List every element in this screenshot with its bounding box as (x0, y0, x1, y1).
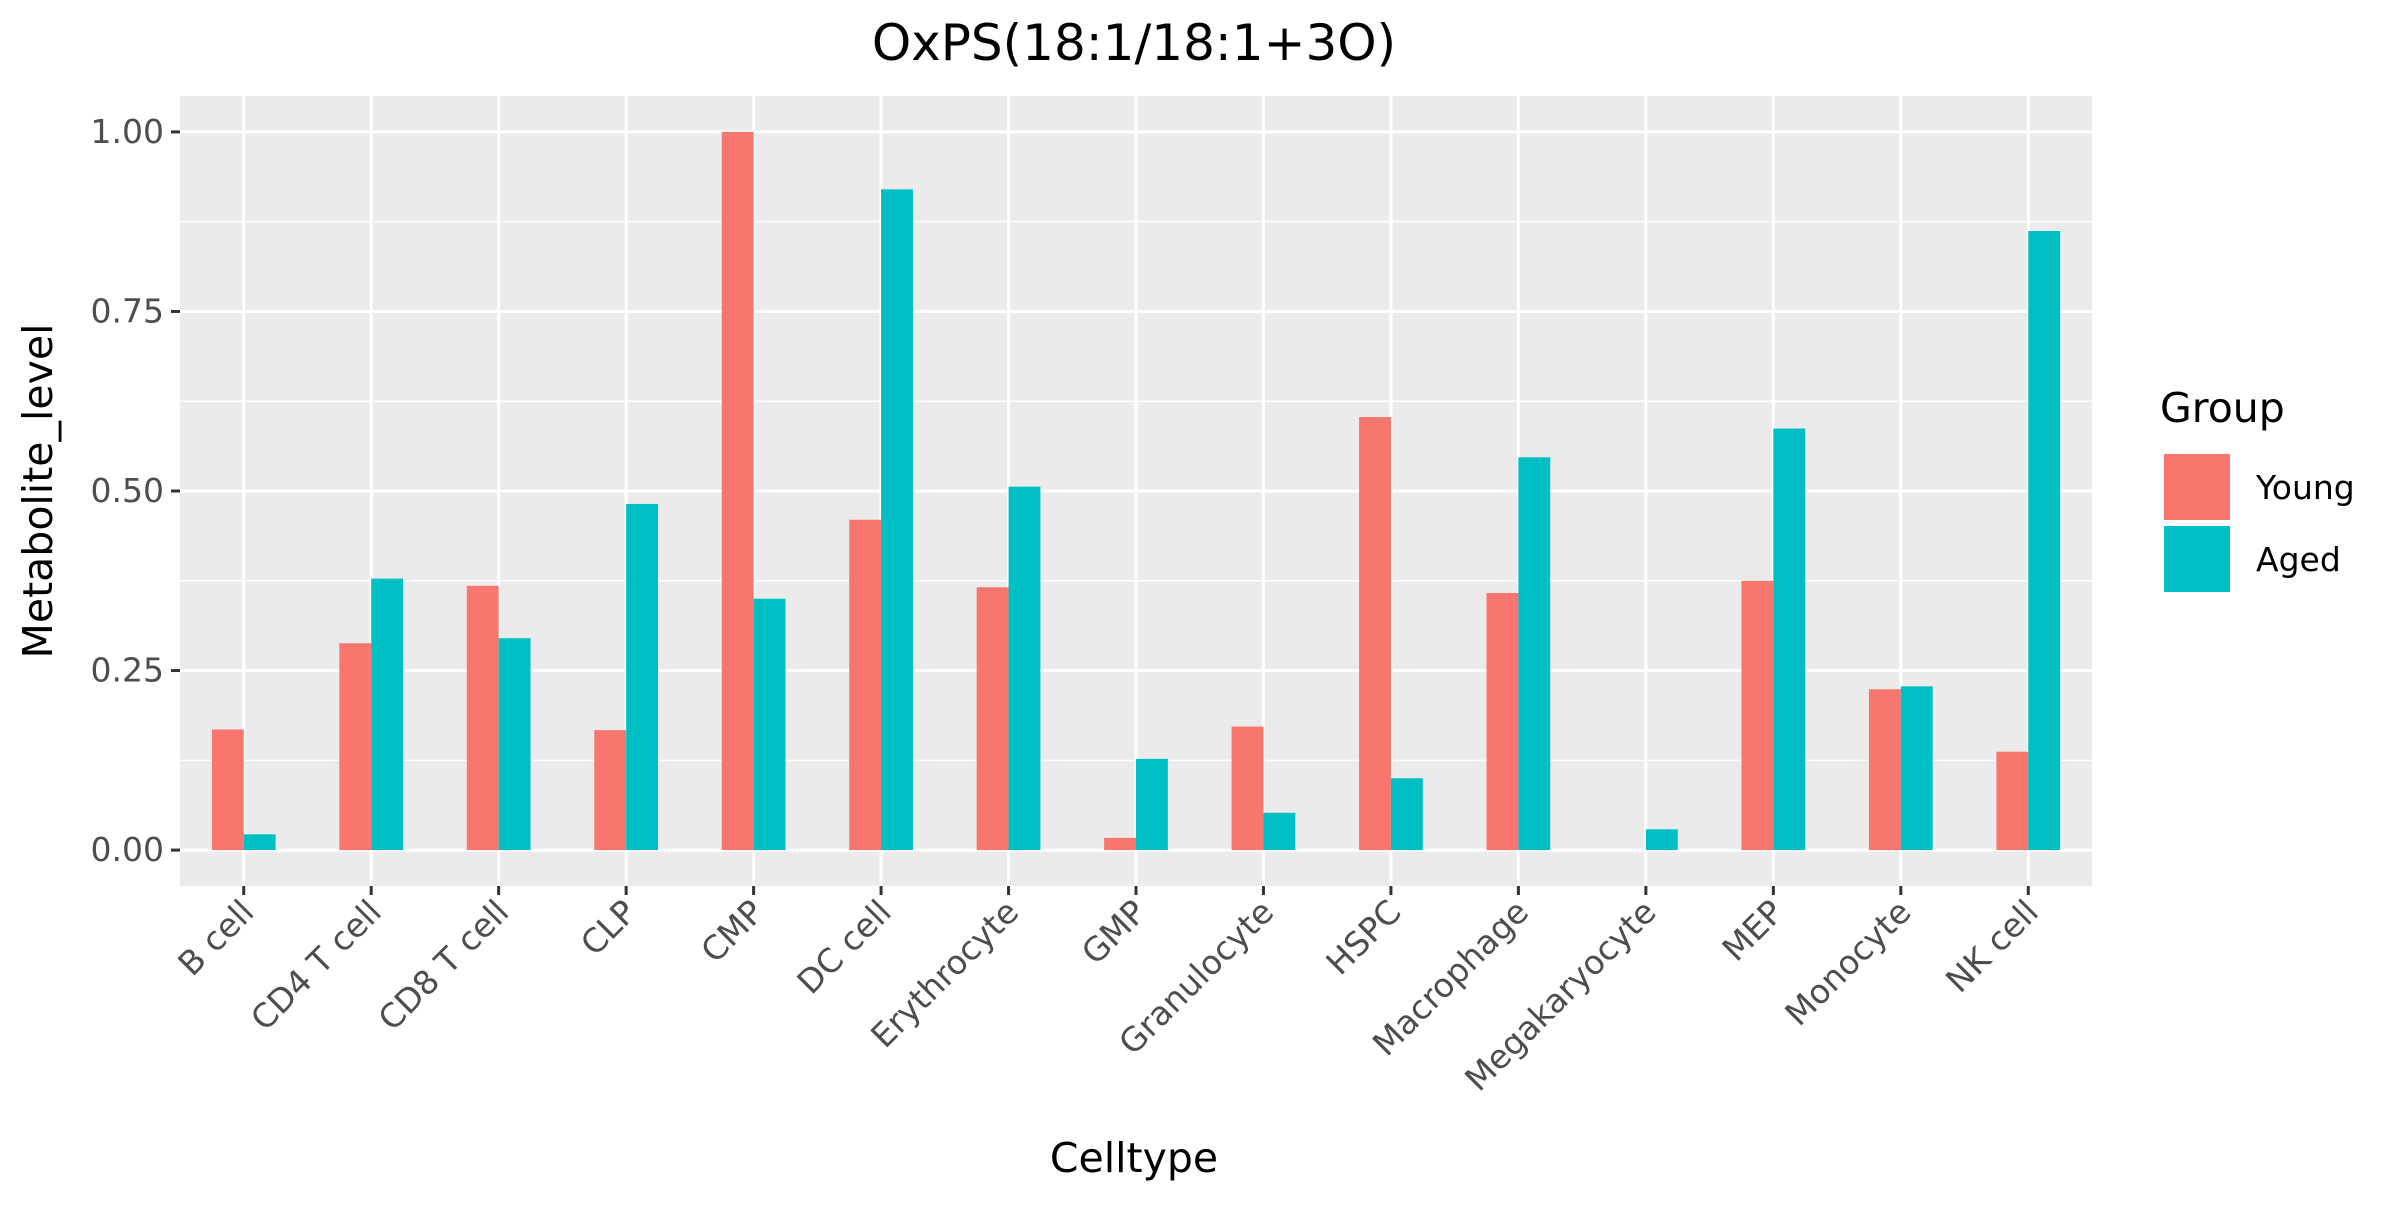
bar-young-mep (1741, 580, 1774, 851)
legend-title: Group (2160, 384, 2285, 432)
bar-young-cd8-t-cell (466, 585, 499, 851)
bar-aged-cd8-t-cell (498, 638, 531, 851)
x-tick-label: HSPC (1318, 892, 1408, 982)
x-tick-label: CLP (573, 892, 644, 963)
bar-young-granulocyte (1231, 726, 1264, 851)
bar-young-monocyte (1868, 689, 1901, 851)
y-tick-label: 0.00 (91, 830, 164, 869)
x-tick-label: DC cell (789, 892, 898, 1001)
bar-aged-clp (626, 503, 658, 851)
x-tick-label: NK cell (1938, 892, 2046, 1000)
bar-aged-dc-cell (881, 189, 913, 851)
bar-young-cd4-t-cell (339, 643, 372, 851)
bar-young-cmp (721, 131, 754, 851)
x-tick-label: B cell (170, 892, 261, 983)
bar-young-dc-cell (849, 519, 882, 851)
bar-aged-hspc (1390, 778, 1423, 851)
x-tick-label: GMP (1074, 892, 1154, 972)
bar-aged-mep (1773, 428, 1806, 851)
legend-label-young: Young (2255, 468, 2355, 507)
bar-young-gmp (1104, 837, 1136, 851)
x-tick-label: CD8 T cell (370, 892, 516, 1038)
bar-aged-erythrocyte (1008, 486, 1041, 851)
legend-key-aged (2164, 526, 2230, 592)
x-tick-label: CD4 T cell (243, 892, 389, 1038)
y-tick-label: 0.75 (91, 291, 164, 330)
x-tick-label: CMP (693, 892, 771, 970)
bar-young-clp (594, 730, 627, 851)
bar-young-nk-cell (1996, 751, 2029, 851)
bar-young-erythrocyte (976, 587, 1009, 851)
x-axis-title: Celltype (1050, 1134, 1218, 1182)
y-axis: 0.00 0.25 0.50 0.75 1.00 (91, 112, 180, 869)
bar-young-macrophage (1486, 592, 1519, 851)
x-tick-label: MEP (1714, 892, 1791, 969)
bars (211, 131, 2061, 851)
bar-aged-cd4-t-cell (371, 578, 404, 851)
bar-aged-macrophage (1518, 457, 1551, 851)
y-tick-label: 1.00 (91, 112, 164, 151)
bar-aged-cmp (753, 598, 786, 851)
bar-young-b-cell (211, 729, 244, 851)
legend: Group Young Aged (2160, 384, 2355, 592)
x-tick-label: Monocyte (1777, 892, 1918, 1033)
y-tick-label: 0.25 (91, 651, 164, 690)
y-tick-label: 0.50 (91, 471, 164, 510)
chart-title: OxPS(18:1/18:1+3O) (872, 14, 1396, 72)
bar-aged-granulocyte (1263, 812, 1296, 851)
bar-aged-monocyte (1900, 686, 1933, 851)
bar-aged-megakaryocyte (1645, 829, 1678, 851)
bar-aged-b-cell (243, 834, 276, 851)
bar-aged-nk-cell (2028, 231, 2061, 851)
legend-key-young (2164, 454, 2230, 520)
bar-aged-gmp (1136, 758, 1168, 851)
bar-young-hspc (1359, 417, 1391, 851)
legend-label-aged: Aged (2256, 540, 2341, 579)
y-axis-title: Metabolite_level (14, 324, 62, 659)
